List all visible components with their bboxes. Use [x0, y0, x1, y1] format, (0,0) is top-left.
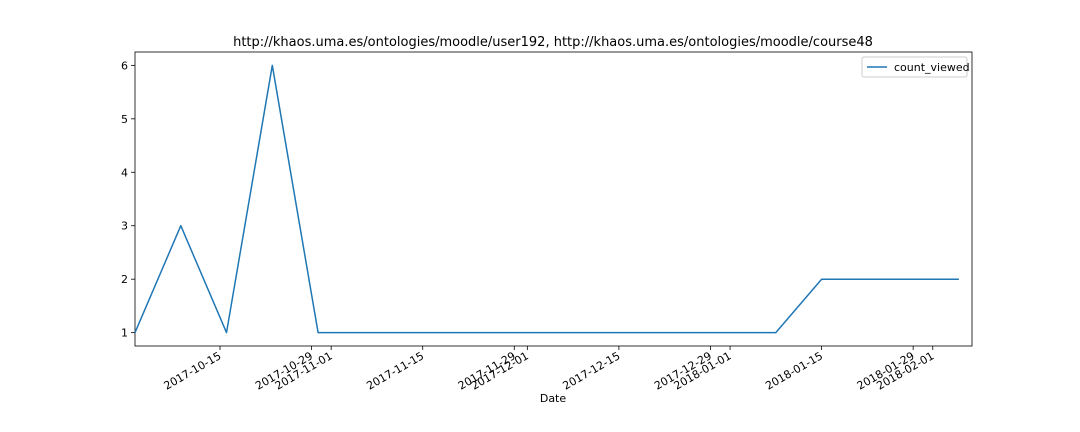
x-tick-label: 2017-12-15	[561, 349, 623, 392]
data-point	[820, 278, 822, 280]
y-tick-label: 4	[121, 166, 128, 179]
x-tick-label: 2017-11-15	[364, 349, 426, 392]
data-point	[180, 225, 182, 227]
y-tick-label: 3	[121, 220, 128, 233]
y-tick-label: 5	[121, 113, 128, 126]
chart-title: http://khaos.uma.es/ontologies/moodle/us…	[233, 35, 873, 50]
y-tick-label: 6	[121, 59, 128, 72]
x-axis-label: Date	[540, 392, 567, 405]
data-point	[363, 331, 365, 333]
data-point	[775, 331, 777, 333]
data-point	[134, 331, 136, 333]
data-point	[683, 331, 685, 333]
data-point	[546, 331, 548, 333]
legend-label: count_viewed	[894, 61, 970, 74]
data-point	[500, 331, 502, 333]
data-point	[225, 331, 227, 333]
plot-frame	[134, 51, 973, 347]
data-point	[729, 331, 731, 333]
y-tick-label: 2	[121, 273, 128, 286]
x-tick-label: 2018-01-15	[763, 349, 825, 392]
y-tick-label: 1	[121, 327, 128, 340]
data-point	[592, 331, 594, 333]
data-point	[866, 278, 868, 280]
series-line-count_viewed	[134, 64, 959, 334]
data-point	[912, 278, 914, 280]
data-point	[637, 331, 639, 333]
x-tick-label: 2017-10-15	[162, 349, 224, 392]
data-point	[454, 331, 456, 333]
data-point	[271, 64, 273, 66]
data-point	[408, 331, 410, 333]
legend-box	[861, 56, 968, 78]
data-point	[958, 278, 960, 280]
data-point	[317, 331, 319, 333]
